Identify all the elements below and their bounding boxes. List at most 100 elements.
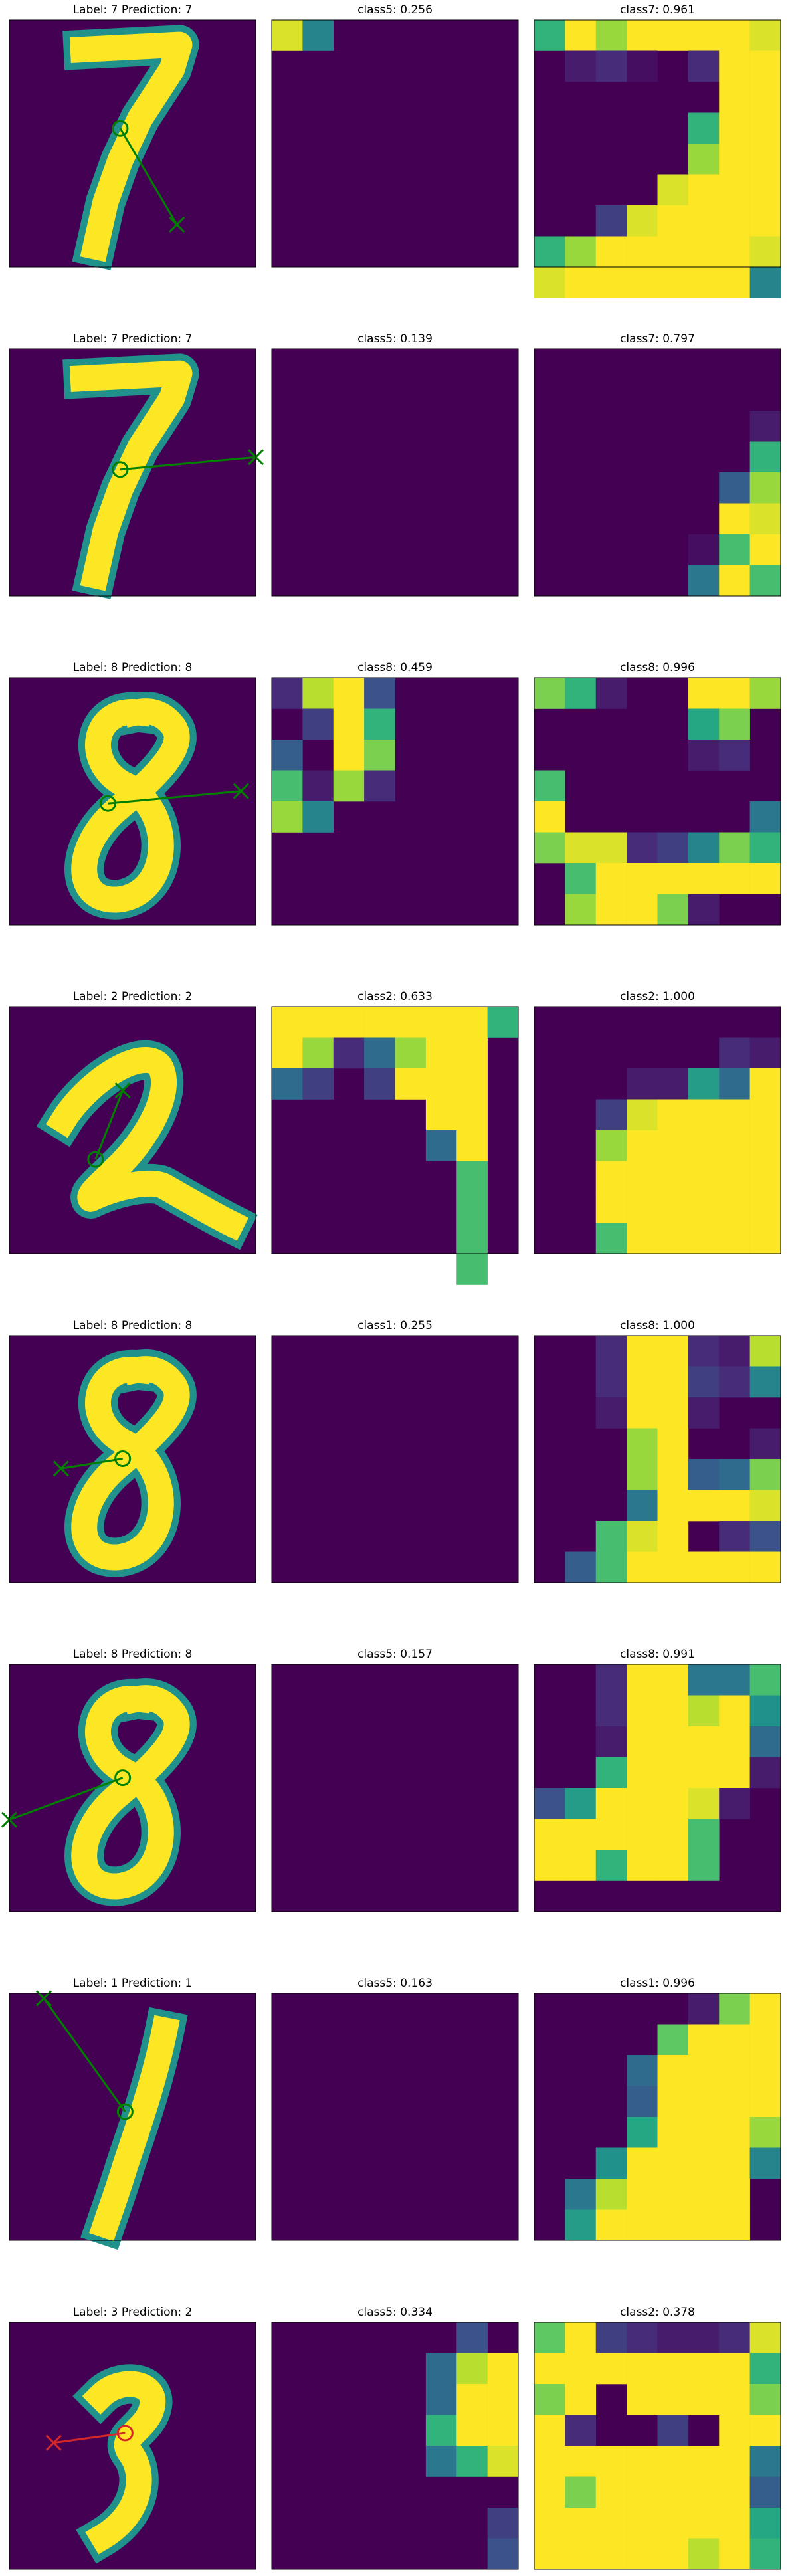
panel-r8-c2: class5: 0.334 [271,2306,519,2570]
heatmap-cell [719,534,750,565]
heatmap-cell [688,20,720,51]
panel-frame [271,19,519,268]
heatmap-cell [749,1726,781,1757]
origin-circle-marker [87,1151,104,1168]
panel-r3-c3: class8: 0.996 [534,661,781,926]
heatmap-cell [534,2353,565,2385]
heatmap-cell [627,1161,658,1193]
heatmap-cell [688,1130,720,1161]
heatmap-cell [456,2446,488,2477]
heatmap-cell [272,801,303,833]
heatmap-cell [749,1336,781,1367]
heatmap-cell [749,1428,781,1460]
heatmap-cell [719,1757,750,1789]
target-x-marker [169,216,185,233]
heatmap-cell [749,441,781,473]
heatmap-cell [657,2322,689,2353]
heatmap-cell [565,20,597,51]
heatmap-cell [534,770,565,802]
digit-stroke-group [36,1040,258,1250]
panel-r3-c2: class8: 0.459 [271,661,519,926]
heatmap-cell [534,267,565,298]
panel-title: class8: 0.991 [620,1648,695,1661]
heatmap-cell [719,1551,750,1583]
heatmap-cell [627,50,658,82]
heatmap-cell [302,1007,334,1038]
heatmap-cell [565,2476,597,2508]
heatmap-cell [534,801,565,833]
panel-frame [534,1006,781,1254]
panel-r2-c1: Label: 7 Prediction: 7 [9,332,264,599]
heatmap-cell [688,2179,720,2210]
panel-r2-c2: class5: 0.139 [271,332,519,597]
heatmap-cell [565,2508,597,2539]
panel-r6-c3: class8: 0.991 [534,1648,781,1912]
panel-title: Label: 3 Prediction: 2 [73,2306,193,2319]
heatmap-cell [719,472,750,504]
heatmap-cell [688,1757,720,1789]
heatmap-cell [595,1397,627,1429]
panel-title: class5: 0.157 [357,1648,433,1661]
origin-circle-marker [112,120,129,137]
heatmap-cell [565,2322,597,2353]
heatmap-cell [364,708,395,740]
heatmap-cell [595,2538,627,2570]
panel-title: class5: 0.256 [357,3,433,17]
heatmap-cell [657,1551,689,1583]
panel-frame [271,1993,519,2241]
heatmap-cell [534,20,565,51]
heatmap-cell [364,770,395,802]
origin-circle-marker [116,2103,134,2120]
panel-r5-c1: Label: 8 Prediction: 8 [9,1319,256,1583]
heatmap-cell [688,2446,720,2477]
heatmap-cell [749,1366,781,1398]
panel-r2-c3: class7: 0.797 [534,332,781,597]
heatmap-cell [657,2446,689,2477]
heatmap-cell [749,2024,781,2056]
heatmap-cell [487,2508,519,2539]
heatmap-cell [719,1068,750,1100]
heatmap-cell [595,1757,627,1789]
heatmap-cell [565,2384,597,2415]
heatmap-cell [395,1037,427,1069]
heatmap-cell [688,2209,720,2241]
heatmap-cell [749,565,781,597]
heatmap-cell [719,832,750,864]
heatmap-cell [595,1192,627,1223]
heatmap-cell [565,678,597,709]
direction-line [60,1458,123,1470]
heatmap-cell [456,2322,488,2353]
heatmap-cell [565,267,597,298]
heatmap-cell [487,2415,519,2446]
heatmap-cell [749,1664,781,1696]
direction-line [43,1997,126,2112]
heatmap-cell [272,20,303,51]
digit-core [69,31,193,262]
heatmap-cell [688,1788,720,1819]
digit-core [71,698,190,913]
heatmap-cell [688,267,720,298]
direction-line [120,456,256,471]
heatmap-cell [749,2384,781,2415]
heatmap-cell [719,2117,750,2148]
heatmap-cell [657,1695,689,1727]
heatmap-cell [565,236,597,268]
panel-frame [534,1335,781,1583]
heatmap-cell [364,1037,395,1069]
heatmap-cell [595,863,627,894]
heatmap-cell [719,2086,750,2118]
heatmap-cell [627,2538,658,2570]
panel-frame [534,2322,781,2570]
heatmap-cell [657,863,689,894]
heatmap-cell [595,1551,627,1583]
heatmap-cell [565,1850,597,1881]
heatmap-cell [487,2384,519,2415]
heatmap-cell [657,2384,689,2415]
direction-line [119,128,178,225]
panel-title: Label: 1 Prediction: 1 [73,1977,193,1990]
target-x-marker [45,2434,62,2451]
heatmap-cell [719,1099,750,1131]
heatmap-cell [749,205,781,237]
heatmap-cell [719,1695,750,1727]
heatmap-cell [688,205,720,237]
